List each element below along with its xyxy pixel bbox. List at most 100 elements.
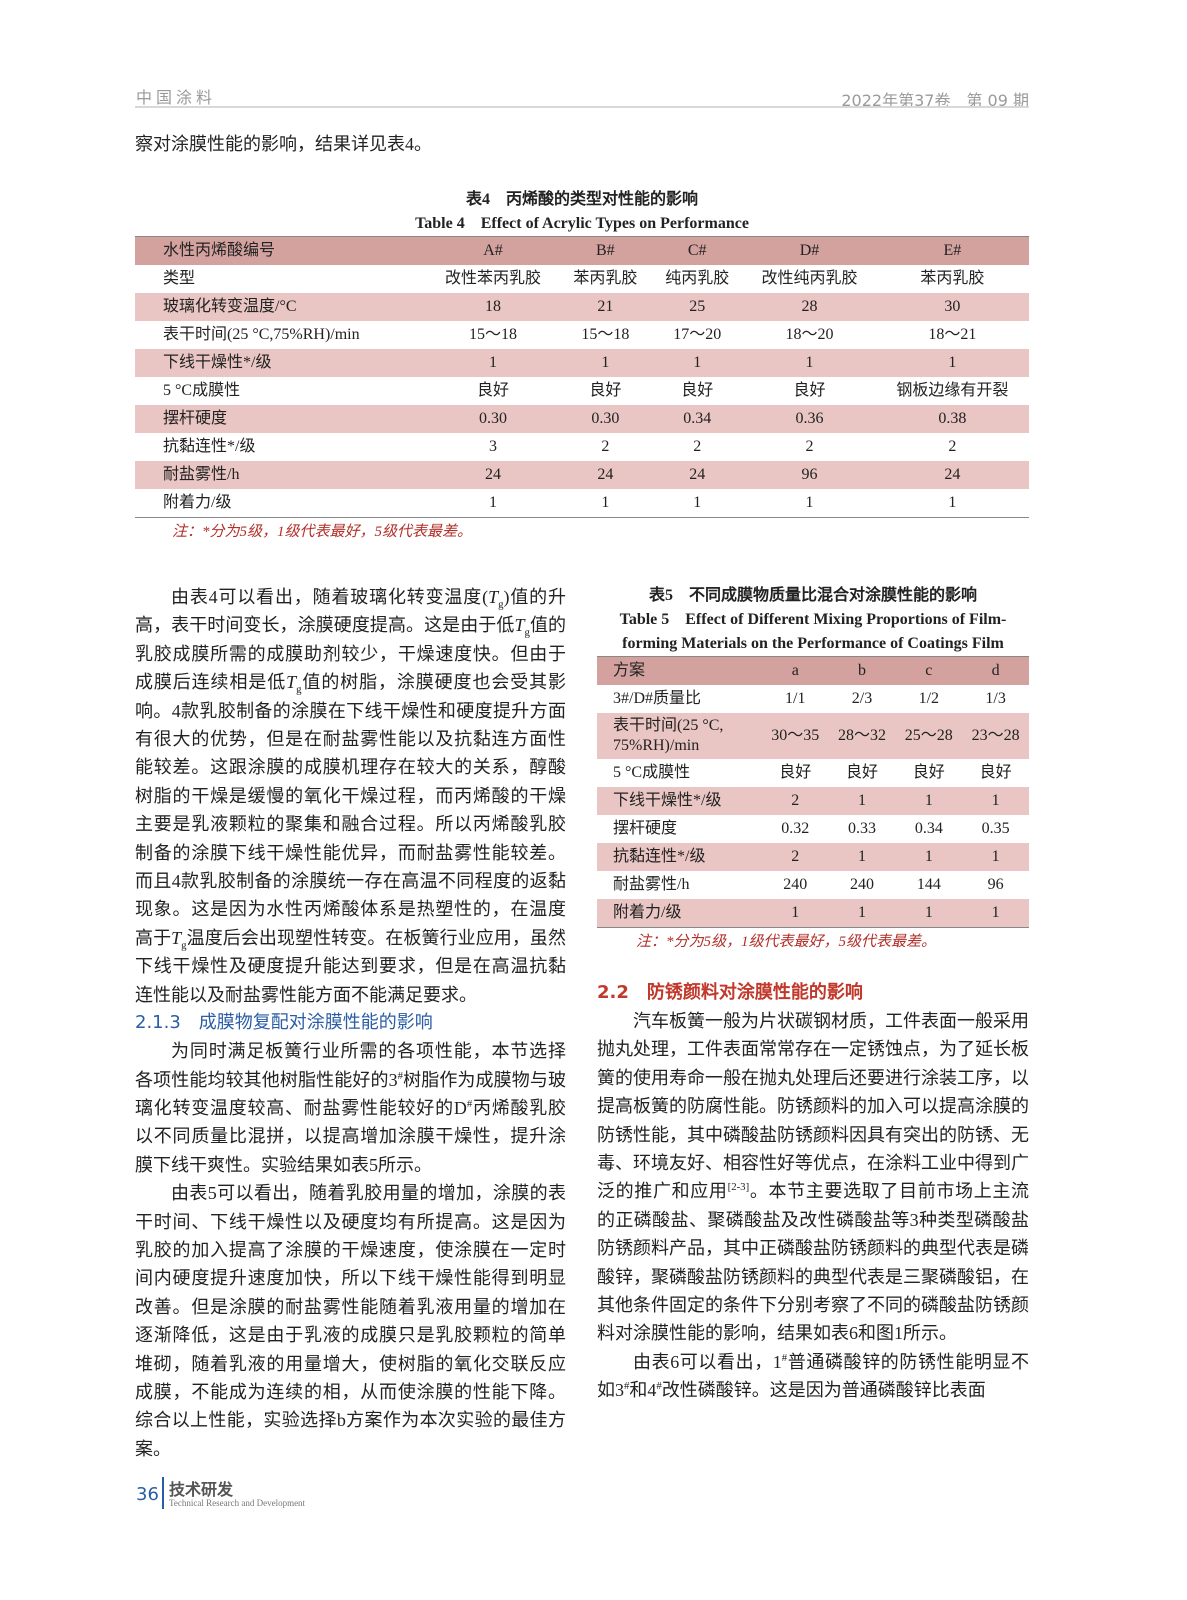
table-cell: 良好 [426, 377, 560, 405]
table-cell: 1 [651, 349, 744, 377]
table-cell: 1 [828, 843, 896, 871]
row-label: 水性丙烯酸编号 [135, 236, 427, 265]
table-row: 耐盐雾性/h 240 240 144 96 [597, 871, 1029, 899]
table-cell: 良好 [962, 759, 1029, 787]
table-cell: 2 [875, 433, 1029, 461]
table-cell: 良好 [828, 759, 896, 787]
text-run: 丙烯酸乳胶以不同质量比混拼，以提高增加涂膜干燥性，提升涂膜下线干爽性。实验结果如… [135, 1097, 567, 1175]
row-label: 表干时间(25 °C,75%RH)/min [135, 321, 427, 349]
text-run: 。本节主要选取了目前市场上主流的正磷酸盐、聚磷酸盐及改性磷酸盐等3种类型磷酸盐防… [597, 1181, 1030, 1344]
table-cell: 0.32 [761, 815, 829, 843]
table-cell: 24 [559, 461, 652, 489]
row-label: 抗黏连性*/级 [135, 433, 427, 461]
right-column: 表5 不同成膜物质量比混合对涂膜性能的影响 Table 5 Effect of … [597, 584, 1029, 1405]
footer-section-en: Technical Research and Development [169, 1498, 306, 1508]
subscript: g [181, 939, 187, 952]
table-cell: a [761, 656, 829, 685]
table-cell: 1 [875, 349, 1029, 377]
intro-line: 察对涂膜性能的影响，结果详见表4。 [135, 134, 432, 154]
text-run: 值的乳胶成膜所需的成膜助剂较少，干燥速度快。但由于成膜后连续相是低 [135, 615, 567, 693]
text-run: 改性磷酸锌。这是因为普通磷酸锌比表面 [661, 1380, 986, 1401]
table5-caption-cn: 表5 不同成膜物质量比混合对涂膜性能的影响 [648, 587, 977, 604]
table-cell: 1 [828, 899, 896, 928]
table-cell: 改性纯丙乳胶 [743, 265, 876, 293]
subscript: g [524, 627, 530, 639]
row-label: 附着力/级 [597, 899, 762, 928]
footer-section-cn: 技术研发 [169, 1480, 234, 1499]
header-divider [135, 106, 1029, 108]
table-cell: c [895, 656, 963, 685]
row-label: 3#/D#质量比 [597, 685, 762, 713]
paragraph: 由表5可以看出，随着乳胶用量的增加，涂膜的表干时间、下线干燥性以及硬度均有所提高… [135, 1179, 566, 1463]
row-label: 摆杆硬度 [597, 815, 762, 843]
table-row: 抗黏连性*/级 2 1 1 1 [597, 843, 1029, 871]
table-row: 摆杆硬度 0.32 0.33 0.34 0.35 [597, 815, 1029, 843]
table-cell: 2 [743, 433, 876, 461]
table-cell: 苯丙乳胶 [875, 265, 1029, 293]
text-run: 值的树脂，涂膜硬度也会受其影响。4款乳胶制备的涂膜在下线干燥性和硬度提升方面有很… [135, 672, 567, 948]
table-cell: 钢板边缘有开裂 [875, 377, 1029, 405]
table-cell: 1/3 [962, 685, 1029, 713]
table-cell: 2 [761, 843, 829, 871]
table-cell: 0.33 [828, 815, 896, 843]
table-cell: 15～18 [426, 321, 560, 349]
table-cell: A# [426, 236, 560, 265]
table4: 水性丙烯酸编号 A# B# C# D# E# 类型 改性苯丙乳胶 苯丙乳胶 纯丙乳胶 改性纯丙乳胶苯… [135, 236, 1029, 518]
text-run: 温度后会出现塑性转变。在板簧行业应用，虽然下线干燥性及硬度提升能达到要求，但是在… [135, 927, 567, 1005]
table5-caption-en: Table 5 Effect of Different Mixing Propo… [619, 611, 1007, 628]
row-label: 附着力/级 [135, 489, 427, 518]
table-cell: 96 [743, 461, 876, 489]
table-row: 表干时间(25 °C,75%RH)/min 15～18 15～18 17～20 18～2… [135, 321, 1029, 349]
table-cell: 1 [559, 489, 652, 518]
table-cell: 2 [761, 787, 829, 815]
table-cell: 144 [895, 871, 963, 899]
subscript: g [498, 598, 504, 611]
variable: T [286, 672, 297, 693]
table-cell: 2 [651, 433, 744, 461]
table-cell: 1 [426, 489, 560, 518]
text-run: 为同时满足板簧行业所需的各项性能，本节选择各项性能均较其他树脂性能好的3 [135, 1041, 566, 1090]
table-header-row: 水性丙烯酸编号 A# B# C# D# E# [135, 236, 1029, 265]
table-cell: 0.30 [559, 405, 652, 433]
table5-caption-en-2: forming Materials on the Performance of … [622, 635, 1004, 652]
table-cell: 18～21 [875, 321, 1029, 349]
table-row: 5 °C成膜性 良好 良好 良好 良好 [597, 759, 1029, 787]
table-cell: 1 [828, 787, 896, 815]
table-cell: 1 [743, 349, 876, 377]
row-label: 摆杆硬度 [135, 405, 427, 433]
superscript: # [624, 1380, 630, 1393]
page-number: 36 [136, 1484, 159, 1505]
table-cell: 1 [761, 899, 829, 928]
table-cell: 1 [743, 489, 876, 518]
table-row: 附着力/级 1 1 1 1 [597, 899, 1029, 928]
row-label: 玻璃化转变温度/°C [135, 293, 427, 321]
variable: T [171, 927, 182, 948]
table-cell: 良好 [559, 377, 652, 405]
table-cell: B# [559, 236, 652, 265]
paragraph: 为同时满足板簧行业所需的各项性能，本节选择各项性能均较其他树脂性能好的3#树脂作… [135, 1037, 566, 1179]
table-cell: 2 [559, 433, 652, 461]
table-cell: 1 [895, 843, 963, 871]
table-cell: E# [875, 236, 1029, 265]
row-label: 耐盐雾性/h [597, 871, 762, 899]
table-cell: 240 [828, 871, 896, 899]
table-cell: 23～28 [962, 713, 1029, 759]
table-cell: 1/1 [761, 685, 829, 713]
table-cell: 良好 [895, 759, 963, 787]
table-cell: 24 [426, 461, 560, 489]
text-run: 由表5可以看出，随着乳胶用量的增加，涂膜的表干时间、下线干燥性以及硬度均有所提高… [135, 1183, 566, 1459]
row-label: 类型 [135, 265, 427, 293]
table-cell: D# [743, 236, 876, 265]
table-cell: 1 [962, 787, 1029, 815]
table-cell: 1 [962, 843, 1029, 871]
table-row: 表干时间(25 °C, 75%RH)/min 30～35 28～32 25～28 23～… [597, 713, 1029, 759]
table-row: 耐盐雾性/h 24 24 24 96 24 [135, 461, 1029, 489]
text-run: 由表4可以看出，随着玻璃化转变温度( [171, 587, 489, 607]
table-row: 5 °C成膜性 良好 良好 良好 良好 钢板边缘有开裂 [135, 377, 1029, 405]
row-label: 耐盐雾性/h [135, 461, 427, 489]
table-cell: 0.34 [895, 815, 963, 843]
paragraph: 汽车板簧一般为片状碳钢材质，工件表面一般采用抛丸处理，工件表面常常存在一定锈蚀点… [597, 1007, 1029, 1348]
text-run: 汽车板簧一般为片状碳钢材质，工件表面一般采用抛丸处理，工件表面常常存在一定锈蚀点… [597, 1011, 1029, 1202]
table-cell: 25 [651, 293, 744, 321]
